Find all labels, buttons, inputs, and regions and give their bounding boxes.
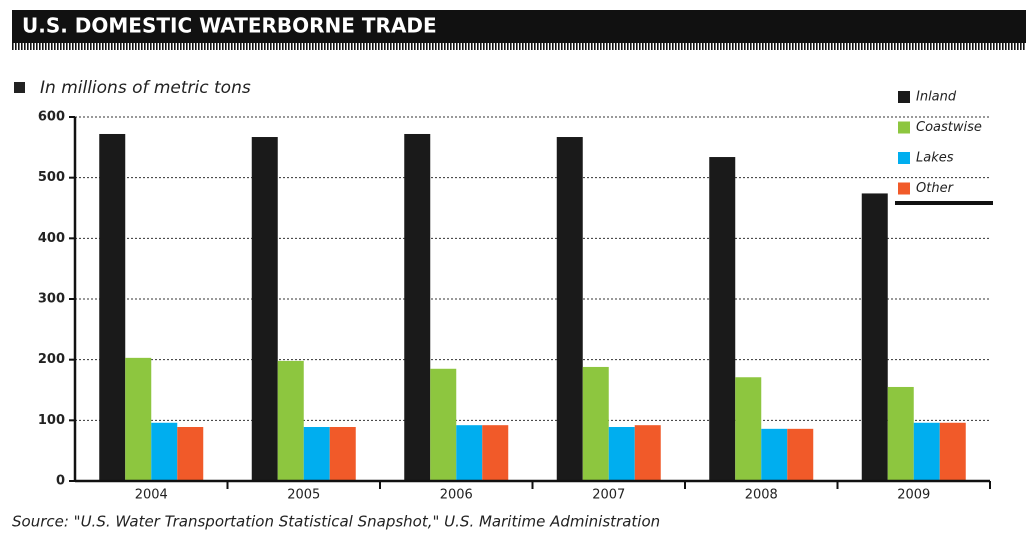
bar [761,428,788,481]
bar [303,427,330,481]
title-bar [12,10,1026,43]
x-tick-label: 2008 [745,488,778,503]
y-tick-label: 600 [38,110,65,125]
legend-swatch [898,91,910,103]
y-tick-label: 200 [38,352,65,367]
subtitle-bullet [14,82,25,93]
title-rule [12,43,1026,50]
bar [861,193,888,481]
y-tick-label: 300 [38,292,65,307]
bar [482,425,509,481]
bar [456,425,483,481]
x-tick-label: 2009 [897,488,930,503]
x-tick-label: 2004 [135,488,168,503]
legend-label: Coastwise [916,120,982,135]
bar [430,368,457,481]
x-tick-label: 2007 [592,488,625,503]
bar [939,422,966,481]
bar [329,427,356,481]
bar [277,360,304,481]
y-tick-label: 500 [38,170,65,185]
bar [887,386,914,481]
subtitle: In millions of metric tons [40,78,251,98]
legend-label: Inland [916,90,957,105]
x-tick-label: 2006 [440,488,473,503]
legend-swatch [898,121,910,134]
bar [634,425,661,481]
y-tick-label: 100 [38,413,65,428]
bar [177,427,204,481]
bar [151,422,178,481]
bar [99,133,126,481]
bar [913,422,940,481]
legend-swatch [898,182,910,195]
legend-label: Lakes [916,151,954,166]
source: Source: "U.S. Water Transportation Stati… [12,513,660,531]
bar [556,137,583,481]
x-tick-label: 2005 [287,488,320,503]
bar [582,366,609,481]
bar [404,133,431,481]
bar [251,137,278,481]
bar [125,357,152,481]
bar [735,377,762,481]
bar [608,427,635,481]
chart-title: U.S. DOMESTIC WATERBORNE TRADE [22,14,437,38]
legend-swatch [898,152,910,164]
y-tick-label: 0 [56,474,65,489]
bar [709,157,736,482]
bar [787,428,814,481]
y-tick-label: 400 [38,231,65,246]
legend-label: Other [916,181,955,196]
